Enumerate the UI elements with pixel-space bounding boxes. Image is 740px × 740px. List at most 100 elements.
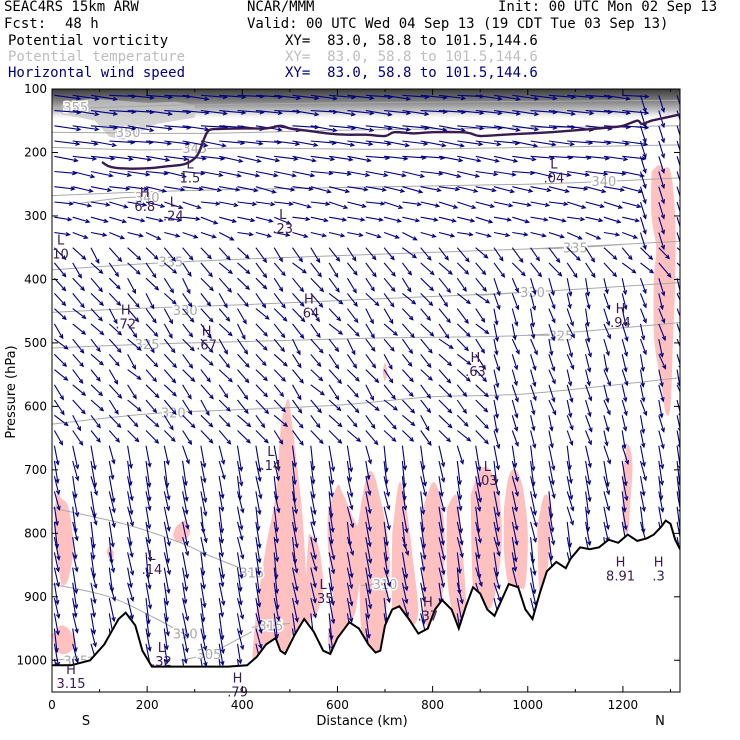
wind-arrow bbox=[182, 552, 190, 580]
pv-extremum: H.94 bbox=[610, 302, 631, 331]
wind-arrow bbox=[236, 521, 244, 541]
wind-arrow bbox=[621, 415, 628, 432]
wind-arrow bbox=[127, 506, 135, 527]
wind-arrow bbox=[548, 430, 554, 449]
wind-arrow bbox=[292, 369, 304, 384]
pv-region bbox=[503, 469, 528, 590]
wind-arrow bbox=[273, 414, 289, 428]
wind-arrow bbox=[401, 506, 409, 534]
wind-arrow bbox=[291, 521, 299, 549]
wind-arrow bbox=[530, 201, 551, 208]
wind-arrow bbox=[328, 308, 342, 322]
wind-arrow bbox=[236, 445, 244, 472]
wind-arrow bbox=[72, 582, 79, 610]
wind-arrow bbox=[512, 201, 532, 207]
wind-arrow bbox=[548, 110, 576, 116]
wind-arrow bbox=[457, 155, 482, 163]
wind-arrow bbox=[603, 170, 627, 176]
wind-arrow bbox=[475, 460, 482, 488]
extremum-kind: L bbox=[320, 578, 328, 593]
wind-arrow bbox=[420, 536, 427, 561]
wind-arrow bbox=[438, 247, 449, 261]
wind-arrow bbox=[603, 460, 610, 488]
wind-arrow bbox=[328, 323, 344, 335]
extremum-value: 3.15 bbox=[57, 677, 86, 692]
wind-arrow bbox=[420, 476, 428, 498]
wind-arrow bbox=[475, 384, 489, 398]
x-tick-label: 1200 bbox=[608, 698, 639, 712]
wind-arrow bbox=[512, 231, 529, 237]
wind-arrow bbox=[182, 476, 189, 503]
wind-arrow bbox=[163, 262, 178, 274]
wind-arrow bbox=[310, 521, 318, 544]
wind-arrow bbox=[347, 323, 360, 337]
wind-arrow bbox=[182, 414, 196, 429]
wind-arrow bbox=[603, 323, 611, 340]
wind-arrow bbox=[200, 414, 214, 428]
wind-arrow bbox=[346, 353, 358, 369]
wind-arrow bbox=[200, 110, 228, 116]
wind-arrow bbox=[219, 186, 241, 192]
wind-arrow bbox=[255, 338, 268, 351]
wind-arrow bbox=[420, 369, 433, 381]
wind-arrow bbox=[420, 460, 428, 487]
wind-arrow bbox=[310, 186, 332, 194]
theta-contour bbox=[52, 377, 680, 425]
wind-arrow bbox=[292, 308, 306, 323]
wind-arrow bbox=[511, 521, 519, 546]
wind-arrow bbox=[292, 399, 303, 414]
wind-arrow bbox=[255, 262, 268, 279]
wind-arrow bbox=[127, 369, 142, 380]
wind-arrow bbox=[219, 170, 242, 178]
wind-arrow bbox=[530, 567, 537, 595]
y-tick-label: 700 bbox=[24, 463, 47, 477]
wind-arrow bbox=[511, 338, 520, 355]
theta-contour-label: 305 bbox=[197, 648, 222, 663]
wind-arrow bbox=[127, 201, 148, 207]
wind-arrow bbox=[384, 94, 412, 101]
wind-arrow bbox=[200, 231, 217, 239]
wind-arrow bbox=[658, 201, 666, 220]
wind-arrow bbox=[163, 399, 177, 416]
wind-arrow bbox=[182, 323, 194, 338]
wind-arrow bbox=[273, 491, 281, 514]
wind-arrow bbox=[420, 247, 432, 261]
wind-arrow bbox=[585, 460, 592, 486]
wind-arrow bbox=[346, 293, 358, 308]
extremum-kind: L bbox=[484, 460, 492, 475]
wind-arrow bbox=[438, 491, 446, 513]
wind-arrow bbox=[255, 414, 266, 429]
wind-arrow bbox=[639, 308, 647, 324]
wind-arrow bbox=[90, 308, 103, 322]
wind-arrow bbox=[273, 216, 292, 225]
wind-arrow bbox=[53, 613, 60, 636]
wind-arrow bbox=[109, 216, 128, 224]
wind-arrow bbox=[310, 323, 321, 339]
valid-time: Valid: 00 UTC Wed 04 Sep 13 (19 CDT Tue … bbox=[247, 16, 669, 32]
wind-arrow bbox=[658, 156, 666, 174]
wind-arrow bbox=[255, 521, 262, 549]
extremum-kind: H bbox=[202, 324, 212, 339]
wind-arrow bbox=[255, 201, 276, 207]
wind-arrow bbox=[328, 552, 336, 575]
wind-arrow bbox=[658, 354, 667, 370]
wind-arrow bbox=[530, 308, 536, 328]
wind-arrow bbox=[72, 613, 79, 634]
wind-arrow bbox=[658, 399, 664, 419]
wind-arrow bbox=[200, 262, 213, 278]
wind-arrow bbox=[402, 186, 424, 194]
wind-arrow bbox=[108, 277, 121, 290]
wind-arrow bbox=[310, 308, 320, 323]
wind-arrow bbox=[347, 170, 371, 178]
wind-arrow bbox=[402, 232, 418, 241]
wind-arrow bbox=[420, 293, 434, 307]
wind-arrow bbox=[310, 369, 324, 382]
wind-arrow bbox=[90, 140, 117, 148]
wind-arrow bbox=[658, 217, 666, 235]
wind-arrow bbox=[383, 140, 411, 148]
pv-extremum: H8.91 bbox=[606, 555, 635, 584]
wind-arrow bbox=[200, 140, 227, 148]
wind-arrow bbox=[493, 521, 501, 547]
wind-arrow bbox=[585, 369, 591, 387]
wind-arrow bbox=[365, 476, 372, 496]
